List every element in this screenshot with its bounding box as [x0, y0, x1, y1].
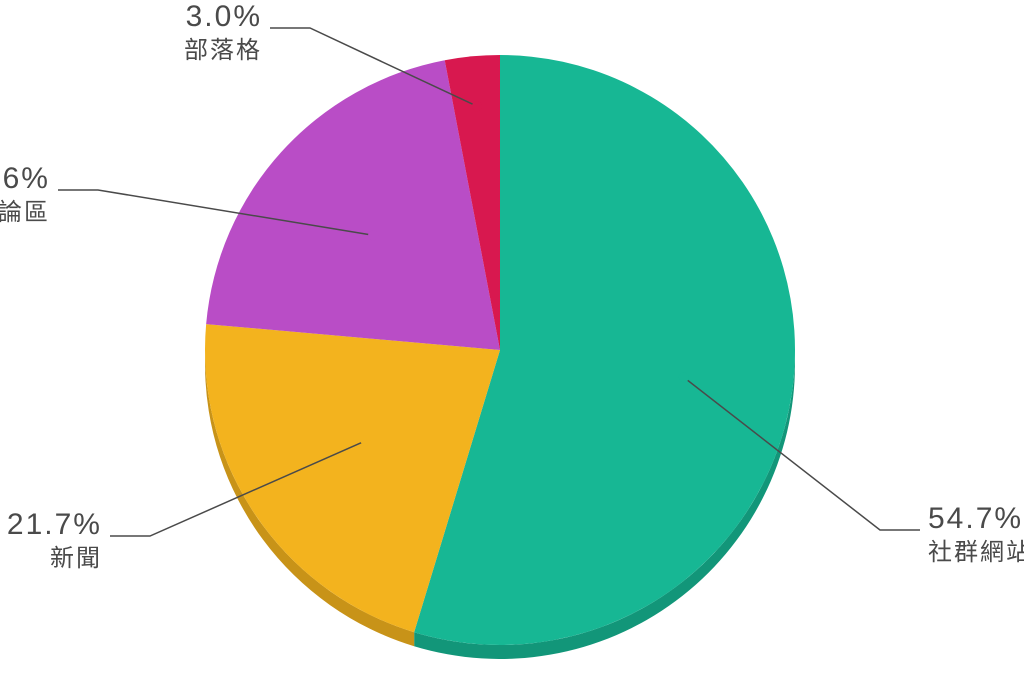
- slice-percent: 20.6%: [0, 162, 50, 195]
- slice-label: 新聞: [50, 545, 102, 572]
- slice-label: 討論區: [0, 199, 50, 226]
- slice-percent: 3.0%: [186, 0, 262, 33]
- slice-percent: 21.7%: [7, 508, 102, 541]
- pie-chart: 54.7% 社群網站 21.7% 新聞 20.6% 討論區 3.0% 部落格: [0, 0, 1024, 695]
- leader-dot: [679, 372, 689, 382]
- leader-dot: [472, 101, 482, 111]
- slice-label: 部落格: [184, 37, 262, 64]
- leader-dot: [361, 436, 371, 446]
- slice-percent: 54.7%: [928, 502, 1023, 535]
- slice-label: 社群網站: [928, 539, 1024, 566]
- leader-dot: [368, 230, 378, 240]
